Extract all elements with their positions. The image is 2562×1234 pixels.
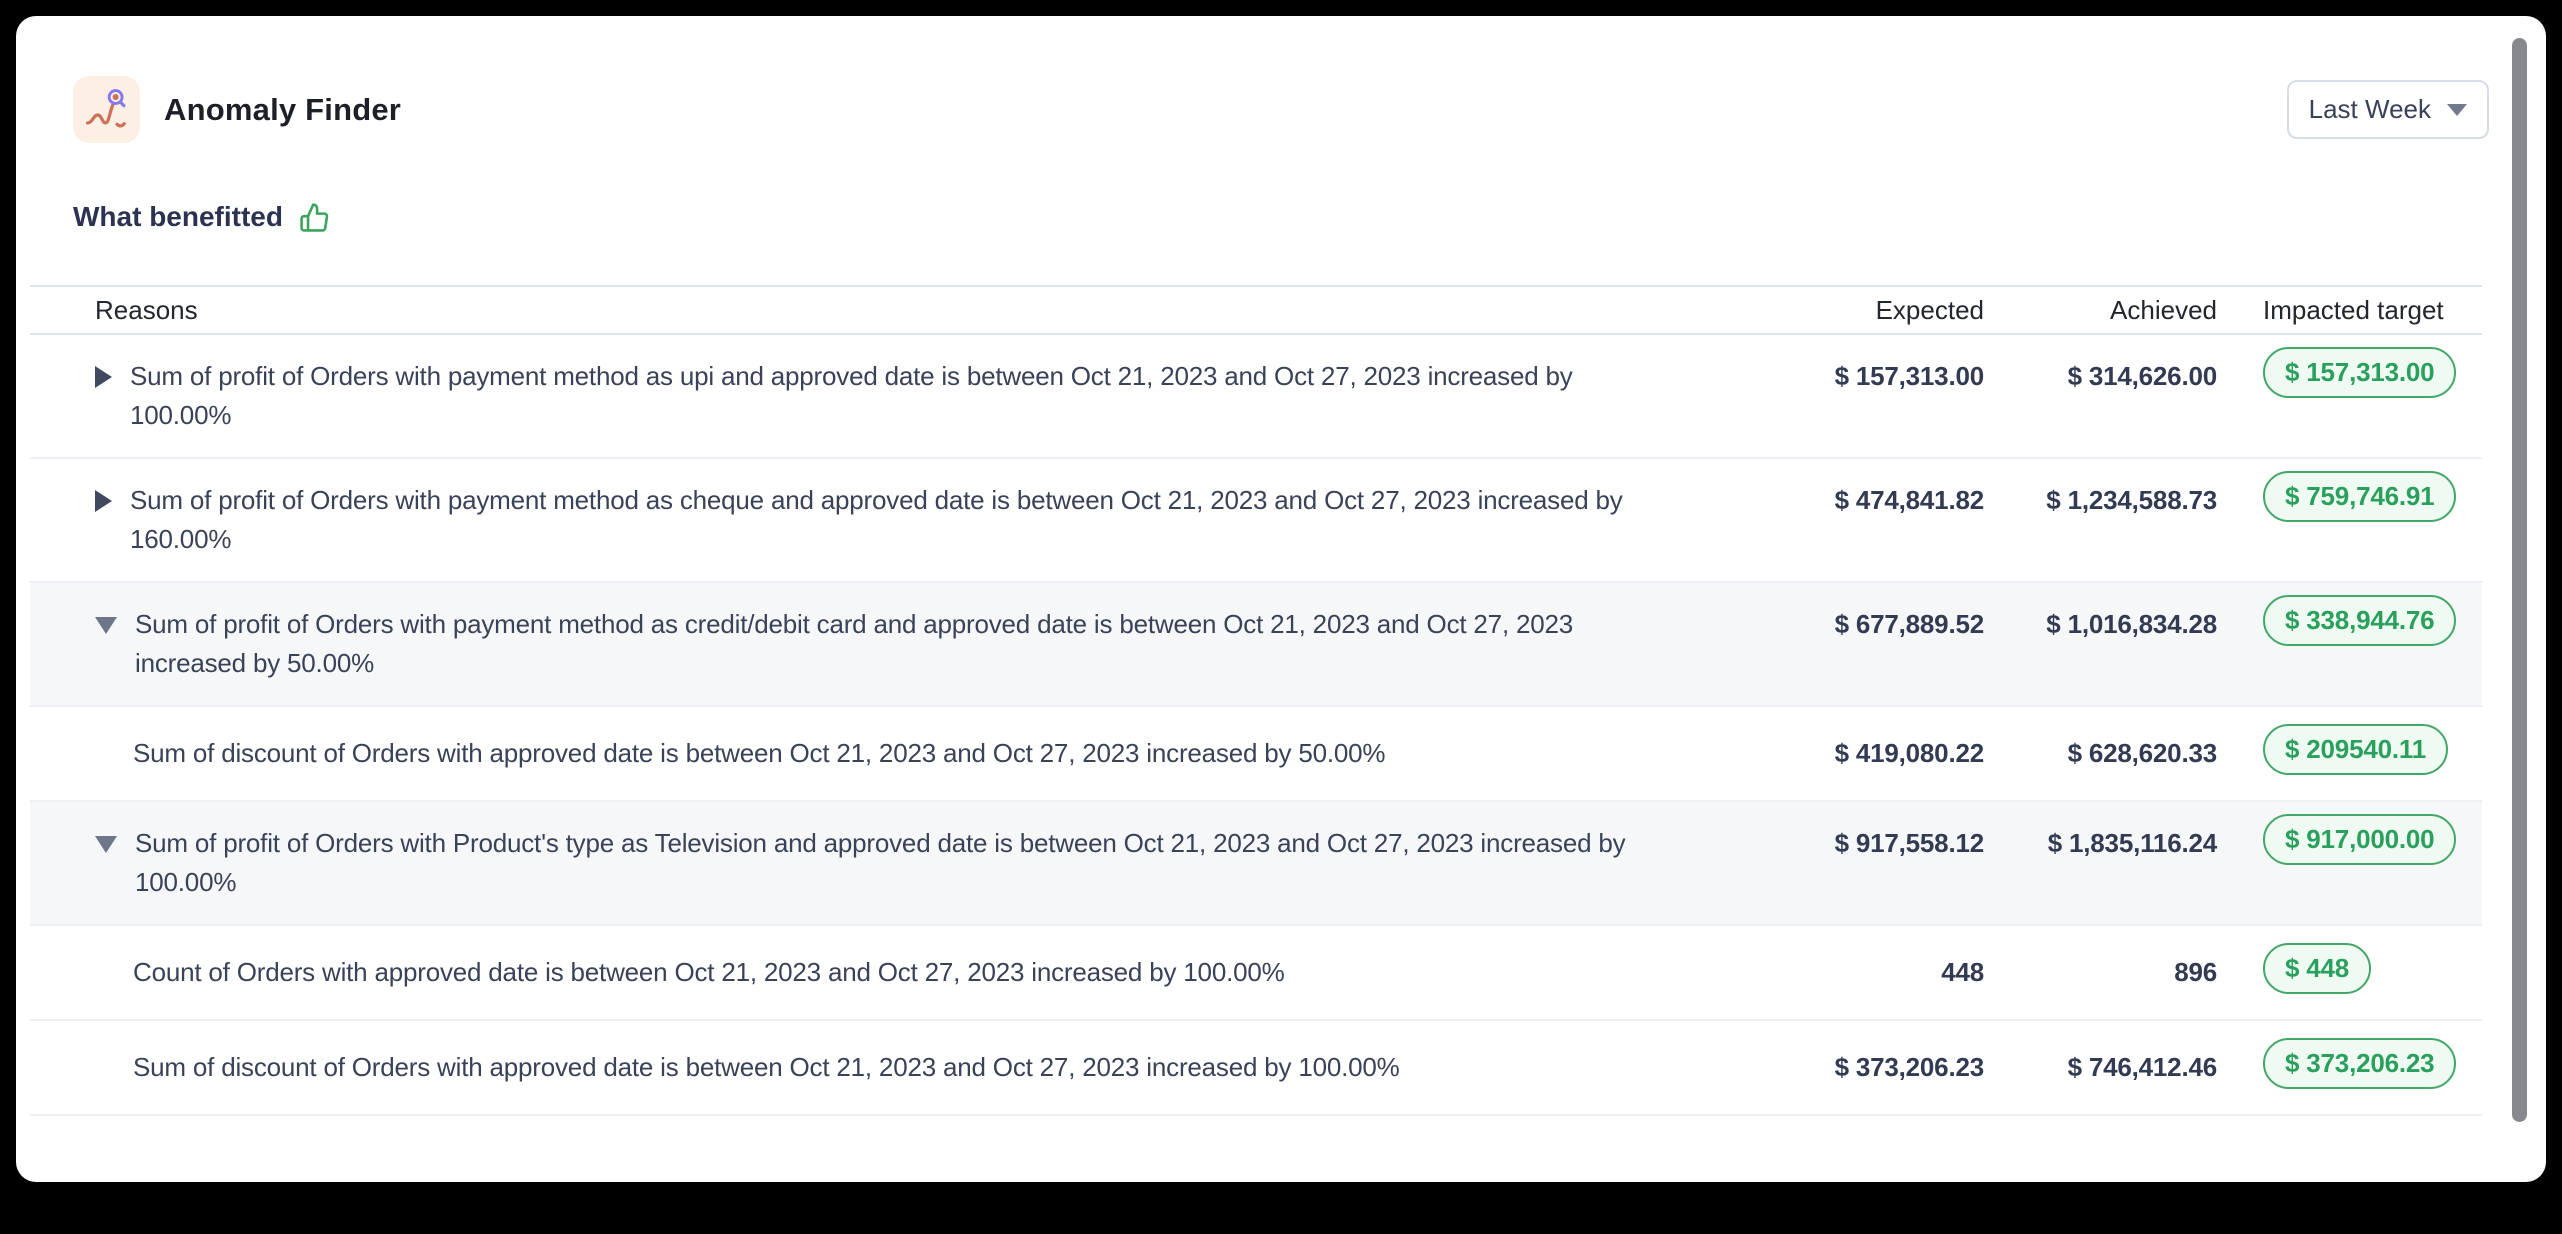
impacted-target-cell: $ 917,000.00 (2263, 802, 2482, 924)
column-header-achieved: Achieved (2110, 294, 2217, 325)
impacted-target-cell: $ 338,944.76 (2263, 583, 2482, 705)
reason-text: Sum of profit of Orders with payment met… (130, 361, 1573, 430)
achieved-value: $ 1,016,834.28 (2046, 609, 2217, 639)
reason-text: Sum of discount of Orders with approved … (133, 1052, 1400, 1082)
anomaly-finder-logo-icon (73, 76, 140, 143)
section-title: What benefitted (73, 201, 283, 232)
vertical-scrollbar-thumb[interactable] (2512, 38, 2527, 1122)
table-row[interactable]: Sum of discount of Orders with approved … (30, 1021, 2482, 1116)
collapse-icon[interactable] (95, 617, 117, 634)
impacted-target-cell: $ 157,313.00 (2263, 335, 2482, 457)
impacted-target-cell: $ 373,206.23 (2263, 1021, 2482, 1114)
reason-text: Sum of profit of Orders with payment met… (135, 609, 1574, 678)
achieved-value: $ 314,626.00 (2067, 361, 2218, 391)
table-row[interactable]: Sum of profit of Orders with payment met… (30, 459, 2482, 583)
impacted-target-cell: $ 448 (2263, 926, 2482, 1019)
anomaly-table: Reasons Expected Achieved Impacted targe… (30, 285, 2482, 1116)
period-selector-dropdown[interactable]: Last Week (2286, 80, 2489, 139)
reason-cell: Sum of discount of Orders with approved … (30, 707, 1798, 800)
table-row[interactable]: Sum of discount of Orders with approved … (30, 707, 2482, 802)
impacted-target-badge: $ 157,313.00 (2263, 347, 2457, 398)
section-header: What benefitted (73, 201, 2489, 233)
anomaly-finder-panel: Anomaly Finder Last Week What benefitted… (16, 16, 2546, 1182)
expected-value: $ 419,080.22 (1834, 738, 1985, 768)
panel-header: Anomaly Finder Last Week (73, 16, 2489, 143)
expected-value: $ 373,206.23 (1834, 1052, 1985, 1082)
reason-cell: Count of Orders with approved date is be… (30, 926, 1798, 1019)
achieved-value: $ 1,835,116.24 (2047, 828, 2217, 858)
expected-value: $ 157,313.00 (1834, 361, 1985, 391)
expected-value: $ 677,889.52 (1834, 609, 1985, 639)
impacted-target-badge: $ 759,746.91 (2263, 471, 2457, 522)
reason-text: Sum of profit of Orders with Product's t… (135, 828, 1626, 897)
page-title: Anomaly Finder (164, 91, 402, 127)
impacted-target-cell: $ 759,746.91 (2263, 459, 2482, 581)
table-body: Sum of profit of Orders with payment met… (30, 335, 2482, 1116)
reason-text: Sum of discount of Orders with approved … (133, 738, 1386, 768)
column-header-impacted-target: Impacted target (2263, 294, 2444, 325)
expected-value: $ 474,841.82 (1834, 485, 1985, 515)
column-header-reasons: Reasons (95, 294, 198, 325)
impacted-target-badge: $ 338,944.76 (2263, 595, 2457, 646)
expand-icon[interactable] (95, 366, 112, 388)
impacted-target-cell: $ 209540.11 (2263, 707, 2482, 800)
reason-cell: Sum of profit of Orders with payment met… (30, 583, 1798, 705)
column-header-expected: Expected (1875, 294, 1984, 325)
reason-cell: Sum of profit of Orders with Product's t… (30, 802, 1798, 924)
expected-value: $ 917,558.12 (1834, 828, 1985, 858)
reason-cell: Sum of profit of Orders with payment met… (30, 335, 1798, 457)
achieved-value: 896 (2174, 957, 2217, 987)
impacted-target-badge: $ 209540.11 (2263, 724, 2448, 775)
impacted-target-badge: $ 448 (2263, 943, 2372, 994)
thumbs-up-icon (300, 202, 329, 232)
achieved-value: $ 746,412.46 (2067, 1052, 2218, 1082)
achieved-value: $ 628,620.33 (2067, 738, 2218, 768)
period-selector-value: Last Week (2308, 94, 2431, 124)
table-row[interactable]: Sum of profit of Orders with payment met… (30, 335, 2482, 459)
achieved-value: $ 1,234,588.73 (2046, 485, 2217, 515)
table-header-row: Reasons Expected Achieved Impacted targe… (30, 285, 2482, 335)
impacted-target-badge: $ 373,206.23 (2263, 1038, 2457, 1089)
brand: Anomaly Finder (73, 76, 401, 143)
table-row[interactable]: Sum of profit of Orders with Product's t… (30, 802, 2482, 926)
reason-text: Sum of profit of Orders with payment met… (130, 485, 1623, 554)
collapse-icon[interactable] (95, 836, 117, 853)
reason-cell: Sum of discount of Orders with approved … (30, 1021, 1798, 1114)
reason-text: Count of Orders with approved date is be… (133, 957, 1285, 987)
expand-icon[interactable] (95, 490, 112, 512)
reason-cell: Sum of profit of Orders with payment met… (30, 459, 1798, 581)
table-row[interactable]: Count of Orders with approved date is be… (30, 926, 2482, 1021)
expected-value: 448 (1941, 957, 1984, 987)
table-row[interactable]: Sum of profit of Orders with payment met… (30, 583, 2482, 707)
impacted-target-badge: $ 917,000.00 (2263, 814, 2457, 865)
chevron-down-icon (2447, 103, 2467, 116)
